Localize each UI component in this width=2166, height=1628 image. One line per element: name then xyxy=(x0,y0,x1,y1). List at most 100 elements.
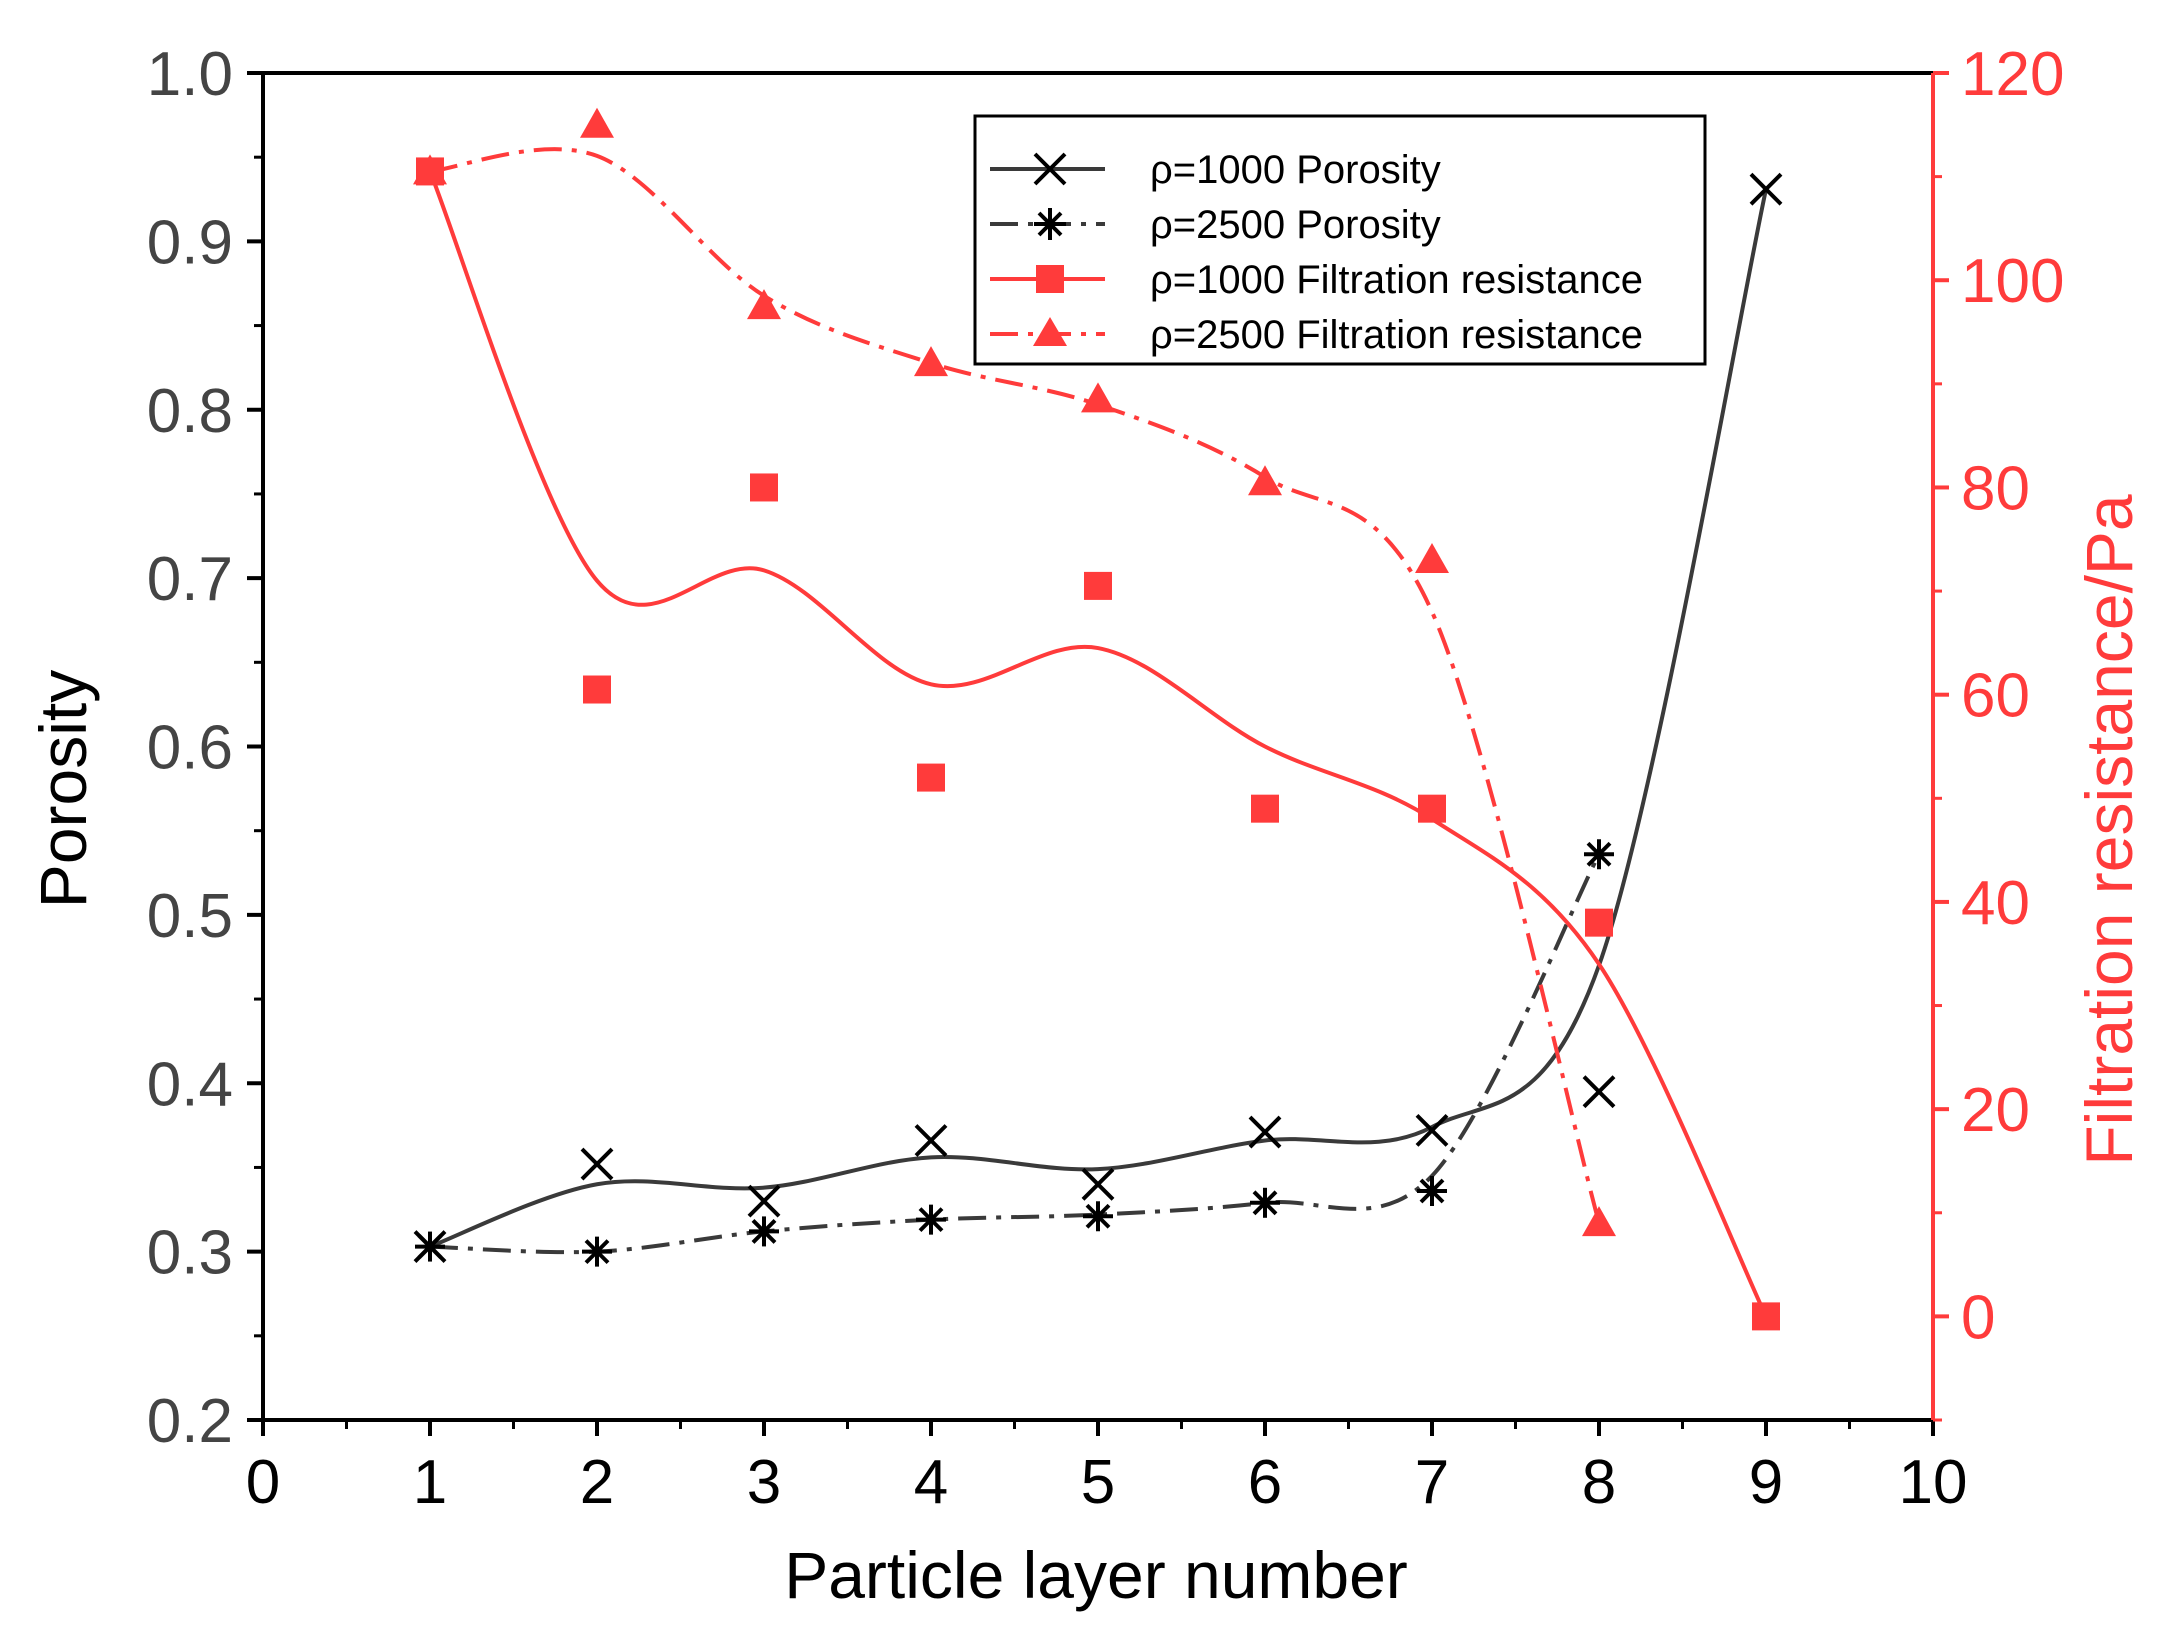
curve-1000-porosity xyxy=(429,188,1768,1249)
point-1000-resistance xyxy=(750,473,778,502)
axes-layer xyxy=(247,71,1949,1436)
x-tick-label: 7 xyxy=(1415,1448,1449,1517)
legend-square-marker-icon xyxy=(1036,265,1064,293)
point-2500-porosity xyxy=(1250,1187,1280,1218)
point-2500-resistance xyxy=(914,346,948,377)
curve-1000-resistance xyxy=(428,170,1768,1318)
point-1000-porosity xyxy=(747,1184,781,1218)
y2-tick-label: 0 xyxy=(1961,1283,1995,1352)
point-2500-porosity xyxy=(1083,1201,1113,1232)
legend-asterisk-marker-icon xyxy=(1034,208,1066,240)
point-1000-resistance xyxy=(917,763,945,792)
y2-axis-title: Filtration resistance/Pa xyxy=(2072,494,2146,1166)
y-tick-label: 0.4 xyxy=(147,1050,233,1119)
point-2500-resistance xyxy=(580,107,614,138)
y-tick-label: 0.7 xyxy=(147,545,233,614)
y-tick-label: 0.9 xyxy=(147,208,233,277)
x-tick-label: 5 xyxy=(1081,1448,1115,1517)
x-tick-label: 1 xyxy=(413,1448,447,1517)
asterisk-marker-stroke xyxy=(1252,1190,1278,1216)
point-2500-resistance xyxy=(1248,465,1282,496)
y-tick-label: 1.0 xyxy=(147,40,233,109)
point-1000-porosity xyxy=(580,1147,614,1181)
x-tick-label: 4 xyxy=(914,1448,948,1517)
x-marker-stroke xyxy=(747,1184,781,1218)
y2-tick-label: 40 xyxy=(1961,869,2030,938)
asterisk-marker-stroke xyxy=(1586,841,1612,867)
legend-box xyxy=(973,114,1707,366)
asterisk-marker-stroke xyxy=(918,1207,944,1233)
asterisk-marker-stroke xyxy=(584,1239,610,1265)
legend-label-2500-resistance: ρ=2500 Filtration resistance xyxy=(1150,313,1643,357)
point-1000-resistance xyxy=(583,675,611,704)
legend-x-marker-icon xyxy=(1033,152,1067,186)
x-tick-label: 0 xyxy=(246,1448,280,1517)
legend-entry-1000-porosity: ρ=1000 Porosity xyxy=(990,148,1441,192)
y-tick-label: 0.2 xyxy=(147,1387,233,1456)
asterisk-marker-stroke xyxy=(1085,1203,1111,1229)
y-axis-title: Porosity xyxy=(26,670,100,908)
y2-tick-label: 20 xyxy=(1961,1076,2030,1145)
x-marker-stroke xyxy=(1415,1113,1449,1147)
y2-tick-label: 60 xyxy=(1961,662,2030,731)
legend-triangle-marker-icon xyxy=(1033,317,1067,346)
legend-label-1000-porosity: ρ=1000 Porosity xyxy=(1150,148,1441,192)
legend-entry-2500-resistance: ρ=2500 Filtration resistance xyxy=(990,313,1643,357)
curves-layer xyxy=(428,147,1768,1318)
point-1000-porosity xyxy=(1582,1075,1616,1109)
x-marker-stroke xyxy=(914,1124,948,1157)
legend-entry-1000-resistance: ρ=1000 Filtration resistance xyxy=(990,258,1643,302)
x-axis-title: Particle layer number xyxy=(784,1538,1408,1612)
x-marker-stroke xyxy=(580,1147,614,1181)
x-tick-label: 6 xyxy=(1248,1448,1282,1517)
point-2500-resistance xyxy=(1415,542,1449,573)
point-1000-porosity xyxy=(1081,1167,1115,1201)
x-tick-label: 10 xyxy=(1899,1448,1968,1517)
legend-label-1000-resistance: ρ=1000 Filtration resistance xyxy=(1150,258,1643,302)
y-tick-label: 0.8 xyxy=(147,377,233,446)
y2-tick-label: 120 xyxy=(1961,40,2064,109)
point-1000-resistance xyxy=(1251,794,1279,823)
point-2500-porosity xyxy=(582,1236,612,1267)
curve-2500-resistance xyxy=(429,147,1601,1224)
point-2500-resistance xyxy=(747,289,781,320)
point-2500-resistance xyxy=(1081,382,1115,413)
point-1000-porosity xyxy=(914,1124,948,1157)
legend-label-2500-porosity: ρ=2500 Porosity xyxy=(1150,203,1441,247)
point-1000-resistance xyxy=(1585,908,1613,937)
point-1000-resistance xyxy=(1418,794,1446,823)
y-tick-label: 0.6 xyxy=(147,714,233,783)
x-tick-label: 2 xyxy=(580,1448,614,1517)
x-marker-stroke xyxy=(1749,172,1783,206)
point-2500-porosity xyxy=(1417,1176,1447,1207)
asterisk-marker-stroke xyxy=(751,1219,777,1244)
point-1000-resistance xyxy=(1084,571,1112,600)
point-2500-resistance xyxy=(413,154,447,185)
markers-layer xyxy=(413,107,1783,1331)
point-2500-resistance xyxy=(1582,1206,1616,1237)
y2-tick-label: 100 xyxy=(1961,247,2064,316)
legend: ρ=1000 Porosity ρ=2500 Porosity ρ=1000 F… xyxy=(973,114,1707,366)
y-tick-label: 0.5 xyxy=(147,882,233,951)
point-2500-porosity xyxy=(749,1216,779,1247)
x-tick-label: 8 xyxy=(1582,1448,1616,1517)
point-1000-porosity xyxy=(1749,172,1783,206)
point-1000-resistance xyxy=(1752,1302,1780,1331)
y-tick-label: 0.3 xyxy=(147,1219,233,1288)
point-2500-porosity xyxy=(415,1231,445,1262)
curve-2500-porosity xyxy=(429,853,1601,1255)
point-2500-porosity xyxy=(1584,839,1614,870)
tick-labels-layer: 0 1 2 3 4 5 6 7 8 9 10 0.2 0.3 0.4 0.5 0.6 0.7 0.8 0.9 1.0 0… xyxy=(147,40,2065,1517)
x-marker-stroke xyxy=(1081,1167,1115,1201)
point-2500-porosity xyxy=(916,1204,946,1235)
asterisk-marker-stroke xyxy=(1419,1178,1445,1204)
x-tick-label: 9 xyxy=(1749,1448,1783,1517)
asterisk-marker-stroke xyxy=(417,1234,443,1259)
x-marker-stroke xyxy=(1248,1115,1282,1149)
y2-tick-label: 80 xyxy=(1961,454,2030,523)
x-marker-stroke xyxy=(1582,1075,1616,1109)
point-1000-porosity xyxy=(1248,1115,1282,1149)
point-1000-porosity xyxy=(1415,1113,1449,1147)
legend-entry-2500-porosity: ρ=2500 Porosity xyxy=(990,203,1441,247)
